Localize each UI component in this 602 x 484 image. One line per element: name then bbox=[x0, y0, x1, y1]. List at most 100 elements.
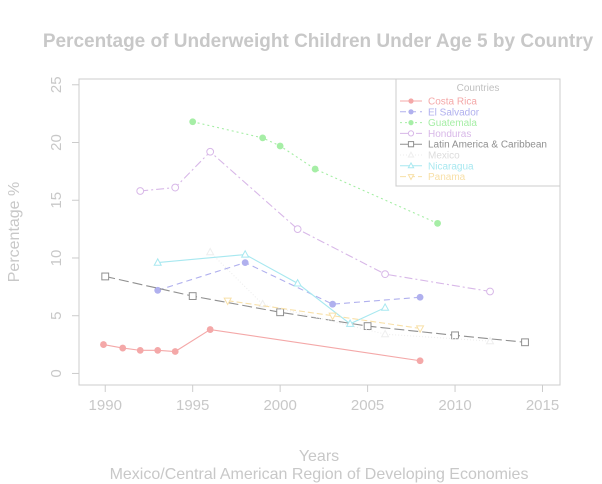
data-point bbox=[434, 219, 441, 227]
y-tick-label: 15 bbox=[48, 192, 65, 209]
y-tick-label: 10 bbox=[48, 250, 65, 267]
data-point bbox=[408, 109, 414, 115]
data-point bbox=[293, 278, 302, 287]
legend-item: Costa Rica bbox=[400, 97, 477, 108]
data-point bbox=[258, 299, 267, 308]
axes: 1990 1995 2000 2005 2010 2015 0 5 10 15 20 25 bbox=[48, 76, 559, 414]
data-point bbox=[101, 272, 110, 281]
series-group bbox=[205, 247, 495, 345]
data-point bbox=[276, 308, 285, 317]
x-tick-label: 2015 bbox=[526, 397, 559, 414]
data-point bbox=[485, 336, 495, 345]
x-tick-label: 2000 bbox=[263, 397, 296, 414]
data-point bbox=[407, 161, 415, 169]
data-point bbox=[451, 331, 459, 340]
series-group bbox=[136, 147, 494, 296]
data-point bbox=[521, 338, 529, 347]
data-point bbox=[329, 300, 337, 308]
legend-label: Guatemala bbox=[428, 118, 477, 129]
data-point bbox=[100, 341, 107, 348]
series-group bbox=[101, 272, 529, 347]
chart-title: Percentage of Underweight Children Under… bbox=[43, 31, 594, 52]
data-point bbox=[206, 326, 214, 333]
x-tick-label: 1995 bbox=[176, 397, 209, 414]
y-tick-label: 5 bbox=[48, 312, 65, 320]
series-line bbox=[157, 262, 421, 305]
x-axis-label: Years bbox=[299, 448, 339, 465]
data-point bbox=[154, 346, 162, 354]
data-point bbox=[188, 292, 197, 300]
series-line bbox=[209, 251, 491, 342]
data-point bbox=[293, 225, 302, 234]
series-layer bbox=[100, 118, 529, 365]
data-point bbox=[486, 287, 494, 296]
data-point bbox=[241, 259, 249, 266]
legend-item: Latin America & Caribbean bbox=[400, 140, 547, 151]
data-point bbox=[205, 247, 215, 256]
data-point bbox=[136, 346, 144, 354]
legend-label: El Salvador bbox=[428, 107, 480, 118]
series-group bbox=[153, 249, 390, 327]
legend-item: Honduras bbox=[400, 129, 471, 140]
legend-label: Latin America & Caribbean bbox=[428, 140, 547, 151]
y-tick-label: 0 bbox=[48, 369, 65, 377]
legend-label: Honduras bbox=[428, 129, 471, 140]
data-point bbox=[416, 293, 424, 301]
data-point bbox=[380, 302, 390, 311]
legend-label: Panama bbox=[428, 172, 466, 183]
x-tick-label: 2005 bbox=[351, 397, 384, 414]
legend-item: Mexico bbox=[400, 151, 460, 162]
data-point bbox=[407, 151, 415, 158]
legend-item: Guatemala bbox=[400, 118, 477, 129]
legend-item: Panama bbox=[400, 172, 466, 183]
data-point bbox=[415, 325, 425, 334]
y-axis-label: Percentage % bbox=[6, 182, 23, 283]
data-point bbox=[223, 297, 232, 306]
y-tick-label: 25 bbox=[48, 76, 65, 93]
series-group bbox=[189, 118, 441, 227]
data-point bbox=[240, 249, 250, 258]
data-point bbox=[154, 286, 162, 294]
x-tick-label: 1990 bbox=[89, 397, 122, 414]
data-point bbox=[345, 318, 355, 327]
data-point bbox=[136, 187, 145, 195]
data-point bbox=[153, 257, 163, 266]
data-point bbox=[119, 344, 127, 352]
legend-item: Nicaragua bbox=[400, 161, 474, 172]
data-point bbox=[407, 130, 415, 137]
legend-item: El Salvador bbox=[400, 107, 480, 118]
series-line bbox=[103, 328, 421, 362]
data-point bbox=[206, 147, 215, 156]
x-tick-label: 2010 bbox=[438, 397, 471, 414]
data-point bbox=[189, 118, 197, 126]
data-point bbox=[276, 142, 284, 150]
legend-label: Mexico bbox=[428, 151, 460, 162]
legend-box bbox=[395, 78, 561, 187]
data-point bbox=[416, 357, 424, 365]
series-group bbox=[100, 326, 424, 365]
series-group bbox=[223, 297, 425, 334]
legend-label: Costa Rica bbox=[428, 97, 477, 108]
data-point bbox=[408, 120, 414, 126]
series-line bbox=[157, 253, 386, 325]
data-point bbox=[408, 98, 414, 104]
plot-frame bbox=[78, 78, 561, 386]
data-point bbox=[259, 134, 267, 142]
legend-title: Countries bbox=[457, 83, 500, 94]
chart-subtitle: Mexico/Central American Region of Develo… bbox=[110, 466, 529, 483]
y-tick-label: 20 bbox=[48, 134, 65, 151]
data-point bbox=[380, 329, 390, 338]
data-point bbox=[407, 141, 415, 148]
legend-label: Nicaragua bbox=[428, 161, 474, 172]
data-point bbox=[381, 270, 389, 279]
data-point bbox=[171, 183, 180, 192]
data-point bbox=[407, 174, 415, 181]
data-point bbox=[363, 322, 372, 331]
data-point bbox=[311, 165, 319, 173]
series-line bbox=[105, 275, 526, 343]
series-group bbox=[154, 259, 424, 308]
data-point bbox=[171, 348, 179, 355]
